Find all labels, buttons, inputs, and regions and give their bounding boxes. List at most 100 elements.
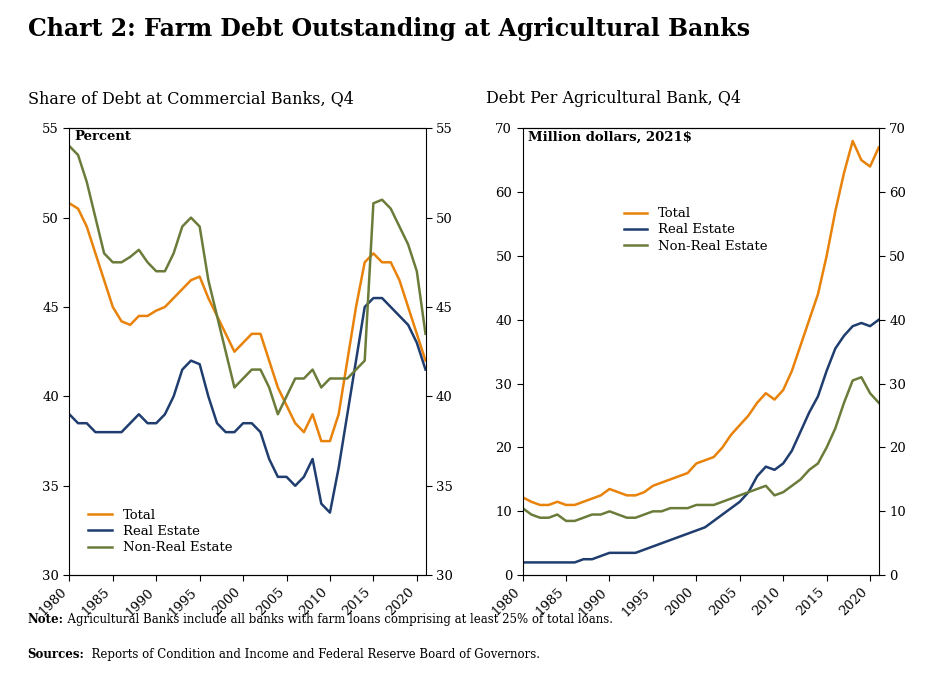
Real Estate (315, 500, 327, 508)
Real Estate (604, 549, 615, 557)
Total (272, 383, 283, 392)
Total (212, 312, 223, 320)
Non-Real Estate (203, 276, 214, 284)
Total (159, 303, 170, 311)
Non-Real Estate (116, 258, 127, 266)
Total (315, 437, 327, 445)
Real Estate (351, 356, 362, 365)
Total (376, 258, 388, 266)
Total (743, 412, 754, 420)
Non-Real Estate (865, 389, 876, 397)
Total (517, 493, 528, 502)
Real Estate (665, 536, 676, 544)
Real Estate (552, 559, 563, 567)
Non-Real Estate (81, 177, 92, 186)
Total (856, 156, 867, 164)
Non-Real Estate (830, 424, 841, 432)
Text: Agricultural Banks include all banks with farm loans comprising at least 25% of : Agricultural Banks include all banks wit… (60, 613, 613, 626)
Total (847, 137, 858, 145)
Real Estate (804, 408, 815, 416)
Real Estate (72, 419, 83, 428)
Total (151, 306, 162, 315)
Non-Real Estate (385, 204, 396, 213)
Non-Real Estate (142, 258, 154, 266)
Real Estate (264, 455, 275, 463)
Total (142, 312, 154, 320)
Real Estate (569, 559, 580, 567)
Non-Real Estate (769, 491, 780, 500)
Real Estate (865, 322, 876, 331)
Non-Real Estate (552, 510, 563, 518)
Non-Real Estate (612, 510, 623, 518)
Real Estate (246, 419, 257, 428)
Non-Real Estate (517, 504, 528, 512)
Real Estate (394, 312, 405, 320)
Total (552, 498, 563, 506)
Real Estate (99, 428, 110, 437)
Non-Real Estate (64, 142, 75, 150)
Real Estate (847, 322, 858, 331)
Real Estate (709, 517, 720, 525)
Total (709, 453, 720, 462)
Non-Real Estate (734, 491, 746, 500)
Total (725, 430, 736, 439)
Text: Share of Debt at Commercial Banks, Q4: Share of Debt at Commercial Banks, Q4 (28, 90, 353, 107)
Non-Real Estate (535, 514, 546, 522)
Total (64, 199, 75, 207)
Non-Real Estate (125, 253, 136, 261)
Total (525, 498, 536, 506)
Non-Real Estate (656, 507, 667, 516)
Non-Real Estate (622, 514, 633, 522)
Line: Real Estate: Real Estate (69, 298, 426, 513)
Total (264, 356, 275, 365)
Total (125, 321, 136, 329)
Non-Real Estate (281, 392, 292, 401)
Total (116, 317, 127, 326)
Total (673, 472, 684, 480)
Real Estate (203, 392, 214, 401)
Real Estate (212, 419, 223, 428)
Total (72, 204, 83, 213)
Non-Real Estate (873, 398, 884, 407)
Total (228, 347, 240, 356)
Total (203, 294, 214, 302)
Total (578, 498, 589, 506)
Non-Real Estate (72, 151, 83, 159)
Total (307, 410, 318, 419)
Total (838, 168, 849, 177)
Total (368, 249, 379, 258)
Total (778, 386, 789, 394)
Non-Real Estate (368, 199, 379, 207)
Non-Real Estate (412, 267, 423, 275)
Real Estate (760, 462, 771, 471)
Real Estate (299, 473, 310, 481)
Total (804, 315, 815, 324)
Non-Real Estate (341, 374, 352, 383)
Total (622, 491, 633, 500)
Total (604, 485, 615, 493)
Total (281, 401, 292, 410)
Total (359, 258, 370, 266)
Real Estate (691, 527, 702, 535)
Real Estate (586, 555, 598, 563)
Total (107, 303, 118, 311)
Non-Real Estate (325, 374, 336, 383)
Real Estate (107, 428, 118, 437)
Real Estate (578, 555, 589, 563)
Non-Real Estate (838, 398, 849, 407)
Total (177, 285, 188, 293)
Non-Real Estate (795, 475, 806, 484)
Real Estate (596, 552, 607, 560)
Total (752, 398, 763, 407)
Real Estate (535, 559, 546, 567)
Real Estate (682, 529, 693, 538)
Non-Real Estate (238, 374, 249, 383)
Non-Real Estate (420, 330, 431, 338)
Total (821, 252, 832, 260)
Non-Real Estate (699, 501, 710, 509)
Total (760, 389, 771, 397)
Total (185, 276, 196, 284)
Non-Real Estate (760, 482, 771, 490)
Real Estate (717, 510, 728, 518)
Total (830, 207, 841, 216)
